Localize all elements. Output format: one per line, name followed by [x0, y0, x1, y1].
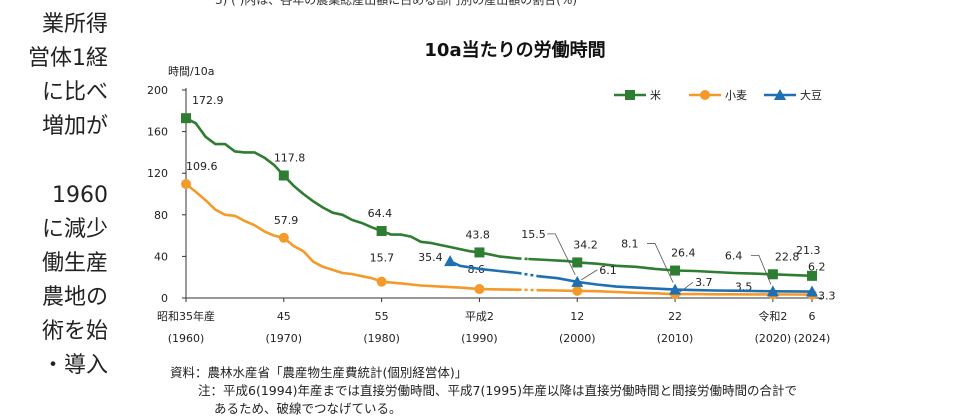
soybean-data-label: 6.4: [725, 249, 743, 262]
left-text-line: 業所得: [41, 12, 108, 37]
x-tick-label: 昭和35年産: [157, 309, 215, 323]
soybean-legend-label: 大豆: [800, 88, 822, 102]
wheat-series-line: [185, 182, 519, 291]
left-text-line: 働生産: [41, 251, 108, 276]
y-tick-label: 40: [154, 250, 168, 263]
x-tick-sublabel: (1980): [363, 332, 400, 345]
wheat-data-label: 3.7: [695, 276, 713, 289]
chart-title: 10a当たりの労働時間: [424, 39, 605, 61]
soybean-data-label: 6.2: [808, 261, 826, 274]
left-text-line: に減少: [41, 217, 108, 242]
rice-legend-marker: [625, 90, 635, 100]
rice-series-line: [528, 257, 813, 278]
rice-data-label: 64.4: [368, 207, 393, 220]
rice-data-marker: [767, 269, 778, 280]
wheat-data-marker: [474, 284, 485, 295]
wheat-series-break: [518, 288, 539, 292]
y-tick-label: 200: [147, 84, 168, 97]
y-tick-label: 80: [154, 209, 168, 222]
y-tick-label: 0: [161, 292, 168, 305]
wheat-data-label: 57.9: [274, 214, 299, 227]
x-tick-sublabel: (2020): [755, 332, 792, 345]
wheat-data-marker: [572, 285, 583, 296]
note-line-2: あるため、破線でつなげている。: [214, 401, 402, 416]
rice-data-label: 34.2: [573, 238, 598, 251]
rice-data-marker: [376, 226, 387, 237]
left-text-line: 農地の: [41, 285, 108, 310]
x-tick-label: 45: [277, 310, 291, 323]
y-tick-label: 160: [147, 126, 168, 139]
rice-data-label: 43.8: [465, 228, 490, 241]
rice-data-marker: [670, 265, 681, 276]
wheat-legend-marker: [700, 90, 710, 100]
x-tick-label: 55: [375, 310, 389, 323]
x-tick-label: 22: [668, 310, 682, 323]
soybean-leader-line: [581, 269, 598, 281]
rice-data-label: 172.9: [192, 94, 224, 107]
soybean-series-break: [518, 271, 539, 278]
wheat-data-marker: [376, 276, 387, 287]
soybean-leader-line: [547, 233, 576, 276]
x-tick-label: 6: [809, 310, 816, 323]
soybean-data-marker: [806, 285, 818, 297]
source-note: 資料：農林水産省「農産物生産費統計(個別経営体)」: [170, 365, 468, 380]
left-body-text: 業所得 営体1経 に比べ 増加が 1960 に減少 働生産 農地の 術を始 ・導…: [0, 8, 108, 383]
x-tick-sublabel: (1960): [168, 332, 205, 345]
wheat-data-marker: [181, 179, 191, 190]
soybean-data-marker: [571, 275, 584, 287]
rice-series-line: [185, 117, 519, 260]
left-text-line: 増加が: [41, 114, 108, 139]
rice-data-label: 21.3: [796, 244, 821, 257]
soybean-series-line: [449, 260, 519, 275]
rice-legend-label: 米: [650, 89, 661, 102]
x-tick-label: 12: [570, 310, 584, 323]
left-text-line: 1960: [52, 183, 108, 208]
wheat-data-marker: [278, 232, 289, 243]
soybean-data-label: 6.1: [599, 264, 617, 277]
rice-data-marker: [278, 170, 289, 181]
wheat-data-label: 15.7: [370, 252, 395, 265]
left-text-line: ・導入: [41, 353, 108, 378]
soybean-data-label: 8.1: [621, 238, 639, 251]
wheat-legend-label: 小麦: [725, 89, 747, 102]
x-tick-sublabel: (1970): [266, 332, 303, 345]
x-tick-sublabel: (2024): [794, 332, 831, 345]
rice-data-marker: [474, 247, 485, 258]
y-axis-label: 時間/10a: [168, 65, 214, 78]
left-text-line: 営体1経: [28, 46, 108, 71]
wheat-data-label: 109.6: [186, 160, 218, 173]
soybean-data-marker: [669, 283, 682, 295]
rice-data-label: 117.8: [274, 151, 306, 164]
note-line-1: 注：平成6(1994)年産までは直接労働時間、平成7(1995)年産以降は直接労…: [198, 383, 798, 398]
x-tick-sublabel: (2000): [559, 332, 596, 345]
top-note: 3) ( )内は、各年の農業総産出額に占める部門別の産出額の割合(%): [215, 0, 578, 7]
soybean-data-label: 35.4: [418, 251, 443, 264]
soybean-data-label: 15.5: [521, 228, 546, 241]
left-text-line: に比べ: [41, 80, 108, 105]
soybean-data-marker: [766, 285, 779, 297]
rice-series-break: [518, 257, 529, 261]
soybean-leader-line: [647, 243, 674, 283]
left-text-line: 術を始: [41, 319, 108, 344]
rice-data-label: 26.4: [671, 247, 696, 260]
x-tick-sublabel: (2010): [657, 332, 694, 345]
rice-data-marker: [572, 257, 583, 268]
x-tick-label: 令和2: [758, 309, 787, 323]
rice-data-marker: [181, 113, 191, 124]
x-tick-sublabel: (1990): [461, 332, 498, 345]
soybean-leader-line: [750, 254, 772, 285]
soybean-data-marker: [444, 255, 457, 267]
rice-data-label: 22.8: [775, 250, 800, 263]
soybean-legend-marker: [774, 89, 786, 100]
y-tick-label: 120: [147, 167, 168, 180]
x-tick-label: 平成2: [465, 310, 494, 323]
rice-data-marker: [807, 270, 817, 281]
wheat-data-label: 3.3: [818, 290, 836, 303]
